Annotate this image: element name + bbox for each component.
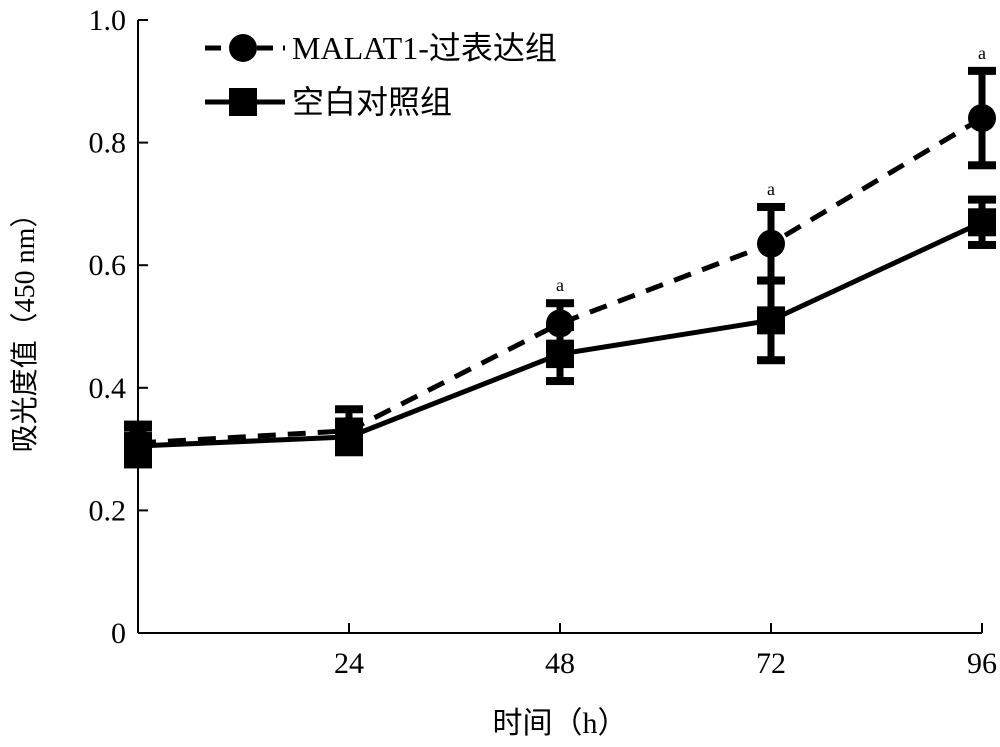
significance-label: a bbox=[556, 275, 564, 295]
data-point bbox=[757, 229, 785, 258]
error-cap-top bbox=[124, 423, 152, 432]
data-point bbox=[546, 340, 574, 369]
error-cap-bottom bbox=[968, 240, 996, 249]
significance-label: a bbox=[767, 179, 775, 199]
axes: 0 0.2 0.4 0.6 0.8 1.0 24 48 72 96 bbox=[89, 4, 998, 680]
significance-label: a bbox=[978, 43, 986, 63]
x-tick-label: 72 bbox=[756, 647, 786, 680]
y-tick-label: 0.2 bbox=[89, 494, 127, 527]
x-axis-label: 时间（h） bbox=[493, 707, 628, 740]
legend-label: MALAT1-过表达组 bbox=[292, 30, 557, 66]
error-cap-top bbox=[335, 405, 363, 414]
y-tick-label: 0.6 bbox=[89, 249, 127, 282]
error-cap-bottom bbox=[546, 377, 574, 386]
error-cap-top bbox=[968, 66, 996, 75]
y-tick-label: 0.4 bbox=[89, 372, 127, 405]
error-cap-bottom bbox=[968, 161, 996, 170]
x-tick-label: 96 bbox=[967, 647, 997, 680]
data-point bbox=[968, 104, 996, 133]
legend-label: 空白对照组 bbox=[292, 84, 452, 120]
x-tick-label: 48 bbox=[545, 647, 575, 680]
data-point bbox=[757, 306, 785, 335]
series-layer: a a a bbox=[124, 43, 996, 469]
error-cap-bottom bbox=[335, 448, 363, 457]
error-cap-top bbox=[757, 202, 785, 211]
y-tick-label: 1.0 bbox=[89, 4, 127, 37]
data-point bbox=[335, 422, 363, 451]
y-tick-label: 0.8 bbox=[89, 127, 127, 160]
error-cap-top bbox=[546, 323, 574, 332]
series-1 bbox=[124, 195, 996, 469]
error-cap-bottom bbox=[124, 460, 152, 469]
x-tick-label: 24 bbox=[334, 647, 364, 680]
legend-marker bbox=[229, 88, 257, 116]
error-cap-top bbox=[546, 299, 574, 308]
y-tick-label: 0 bbox=[111, 617, 126, 650]
data-point bbox=[968, 208, 996, 237]
error-cap-top bbox=[968, 195, 996, 204]
series-line bbox=[137, 115, 984, 446]
error-cap-bottom bbox=[757, 356, 785, 365]
legend-marker bbox=[229, 34, 257, 62]
error-cap-top bbox=[757, 276, 785, 285]
data-point bbox=[124, 432, 152, 461]
error-cap-top bbox=[335, 417, 363, 426]
y-axis-label: 吸光度值（450 nm） bbox=[9, 200, 41, 453]
